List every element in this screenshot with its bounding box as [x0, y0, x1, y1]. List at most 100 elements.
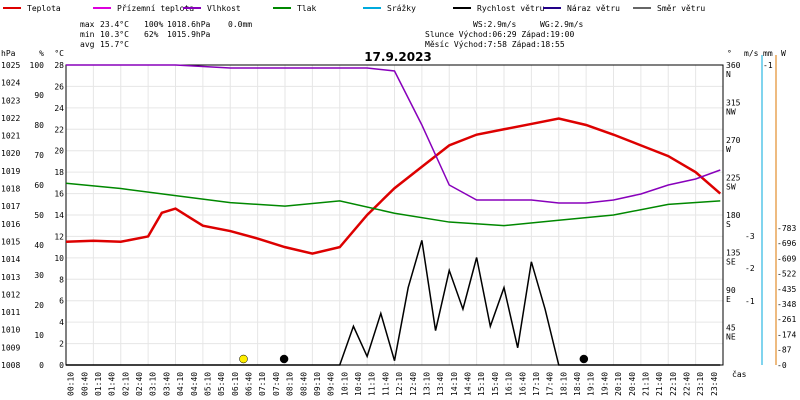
x-tick-3: 01:40 — [108, 372, 117, 396]
x-tick-4: 02:10 — [121, 372, 130, 396]
hpa-tick-3: 1022 — [1, 114, 20, 123]
wm2-tick-3: -522 — [777, 270, 796, 279]
plot-frame — [65, 64, 724, 366]
legend-label-0: Teplota — [27, 4, 61, 13]
celsius-tick-9: 10 — [54, 254, 64, 263]
pct-tick-2: 80 — [34, 121, 44, 130]
ms-axis-label: m/s — [744, 49, 759, 58]
stats-min-temp: 10.3°C — [100, 30, 129, 39]
chart-title: 17.9.2023 — [364, 50, 432, 64]
x-tick-21: 10:40 — [354, 372, 363, 396]
hpa-tick-4: 1021 — [1, 132, 20, 141]
celsius-tick-7: 14 — [54, 211, 64, 220]
wm2-tick-0: -783 — [777, 224, 796, 233]
wm2-tick-4: -435 — [777, 285, 796, 294]
celsius-tick-0: 28 — [54, 61, 64, 70]
legend-label-4: Srážky — [387, 4, 416, 13]
hpa-tick-5: 1020 — [1, 149, 20, 158]
x-tick-44: 22:10 — [669, 372, 678, 396]
x-tick-16: 08:10 — [286, 372, 295, 396]
x-tick-38: 19:10 — [587, 372, 596, 396]
celsius-tick-6: 16 — [54, 190, 64, 199]
dir-tick-name-6: E — [726, 295, 731, 304]
marker-moonset — [579, 354, 589, 364]
ms-tick-2: -1 — [745, 297, 755, 306]
stats-block: max 23.4°C 100% 1018.6hPa 0.0mm min 10.3… — [80, 20, 584, 49]
pct-tick-9: 10 — [34, 331, 44, 340]
pct-tick-0: 100 — [30, 61, 45, 70]
dir-tick-7: 45 — [726, 324, 736, 333]
x-tick-5: 02:40 — [135, 372, 144, 396]
x-tick-12: 06:10 — [231, 372, 240, 396]
series-line-2 — [65, 182, 721, 227]
marker-moonrise — [279, 354, 289, 364]
x-tick-37: 18:40 — [573, 372, 582, 396]
series-line-1 — [66, 64, 721, 204]
x-tick-29: 14:40 — [464, 372, 473, 396]
hpa-tick-9: 1016 — [1, 220, 20, 229]
x-tick-27: 13:40 — [436, 372, 445, 396]
legend-label-2: Vlhkost — [207, 4, 241, 13]
x-tick-24: 12:10 — [395, 372, 404, 396]
x-tick-14: 07:10 — [258, 372, 267, 396]
dir-axis-label: ° — [727, 49, 732, 58]
series-line-0 — [65, 117, 722, 255]
x-tick-8: 04:10 — [176, 372, 185, 396]
wm2-tick-7: -174 — [777, 330, 796, 339]
mm-axis-label: mm — [763, 49, 773, 58]
stats-ws: WS:2.9m/s — [473, 20, 517, 29]
legend: Teplota Přízemní teplota Vlhkost Tlak Srážky… — [3, 4, 705, 13]
wm2-tick-9: -0 — [777, 361, 787, 370]
x-tick-17: 08:40 — [299, 372, 308, 396]
celsius-tick-5: 18 — [54, 168, 64, 177]
celsius-tick-8: 12 — [54, 232, 64, 241]
x-tick-41: 20:40 — [628, 372, 637, 396]
x-tick-26: 13:10 — [422, 372, 431, 396]
dir-tick-name-4: S — [726, 220, 731, 229]
legend-label-3: Tlak — [297, 4, 316, 13]
hpa-tick-8: 1017 — [1, 202, 20, 211]
wm2-axis-label: W — [781, 49, 786, 58]
stats-avg-temp: 15.7°C — [100, 40, 129, 49]
dir-tick-name-7: NE — [726, 333, 736, 342]
hpa-tick-2: 1023 — [1, 96, 20, 105]
hpa-tick-10: 1015 — [1, 237, 20, 246]
plot-area — [65, 64, 722, 366]
dir-tick-0: 360 — [726, 61, 741, 70]
x-tick-30: 15:10 — [477, 372, 486, 396]
x-tick-36: 18:10 — [559, 372, 568, 396]
hpa-tick-16: 1009 — [1, 343, 20, 352]
hpa-tick-7: 1018 — [1, 185, 20, 194]
dir-tick-3: 225 — [726, 174, 741, 183]
x-tick-15: 07:40 — [272, 372, 281, 396]
x-tick-32: 16:10 — [505, 372, 514, 396]
wm2-tick-2: -609 — [777, 254, 796, 263]
dir-tick-5: 135 — [726, 249, 741, 258]
dir-tick-name-0: N — [726, 70, 731, 79]
dir-tick-name-3: SW — [726, 183, 736, 192]
stats-sun: Slunce Východ:06:29 Západ:19:00 — [425, 30, 574, 39]
legend-label-1: Přízemní teplota — [117, 4, 194, 13]
ms-tick-1: -2 — [745, 264, 755, 273]
celsius-tick-11: 6 — [59, 297, 64, 306]
dir-tick-name-5: SE — [726, 258, 736, 267]
mm-tick-0: -1 — [763, 61, 773, 70]
stats-max-temp: 23.4°C — [100, 20, 129, 29]
hpa-tick-1: 1024 — [1, 79, 20, 88]
x-tick-1: 00:40 — [80, 372, 89, 396]
wm2-tick-5: -348 — [777, 300, 796, 309]
x-tick-46: 23:10 — [696, 372, 705, 396]
celsius-tick-2: 24 — [54, 104, 64, 113]
pct-tick-3: 70 — [34, 151, 44, 160]
axes: hPa1025102410231022102110201019101810171… — [1, 49, 796, 396]
stats-wg: WG:2.9m/s — [540, 20, 584, 29]
celsius-tick-1: 26 — [54, 82, 64, 91]
hpa-tick-15: 1010 — [1, 326, 20, 335]
dir-tick-1: 315 — [726, 99, 741, 108]
hpa-tick-14: 1011 — [1, 308, 20, 317]
hpa-tick-12: 1013 — [1, 273, 20, 282]
pct-tick-1: 90 — [34, 91, 44, 100]
celsius-axis-label: °C — [54, 49, 64, 58]
pct-tick-4: 60 — [34, 181, 44, 190]
